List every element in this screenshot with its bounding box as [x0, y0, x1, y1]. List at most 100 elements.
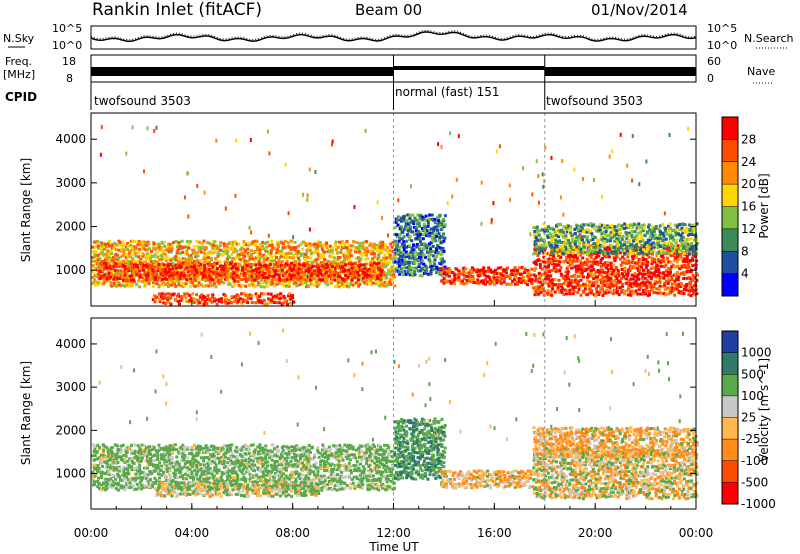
range-cell	[534, 274, 538, 278]
range-cell	[407, 222, 411, 226]
range-cell	[559, 195, 562, 200]
range-cell	[371, 250, 375, 254]
range-cell	[283, 273, 287, 277]
range-cell	[569, 231, 573, 235]
range-cell	[648, 293, 651, 296]
range-cell	[535, 232, 539, 236]
range-cell	[91, 256, 95, 259]
range-cell	[219, 248, 223, 252]
range-cell	[284, 162, 287, 167]
range-cell	[143, 285, 147, 289]
range-cell	[322, 266, 326, 270]
range-cell	[243, 277, 247, 281]
range-cell	[370, 267, 374, 271]
range-cell	[149, 274, 152, 278]
range-cell	[467, 275, 471, 279]
range-cell	[589, 229, 593, 233]
range-cell	[542, 238, 546, 242]
range-cell	[119, 444, 123, 448]
range-cell	[170, 250, 173, 254]
range-cell	[371, 281, 375, 285]
range-cell	[418, 244, 422, 248]
range-cell	[304, 269, 308, 273]
range-cell	[613, 239, 617, 243]
range-cell	[384, 284, 388, 288]
range-cell	[231, 259, 235, 263]
range-cell	[113, 443, 117, 447]
range-cell	[121, 443, 125, 447]
range-cell	[656, 264, 660, 268]
range-cell	[620, 282, 624, 286]
range-cell	[630, 246, 634, 250]
range-cell	[286, 255, 290, 259]
range-cell	[304, 281, 308, 284]
range-cell	[388, 249, 392, 253]
range-cell	[670, 278, 674, 281]
range-cell	[439, 262, 443, 266]
range-cell	[646, 241, 650, 245]
range-cell	[382, 262, 386, 266]
range-cell	[156, 278, 159, 282]
range-cell	[316, 242, 319, 246]
range-cell	[481, 281, 485, 285]
range-cell	[172, 292, 176, 296]
range-cell	[184, 282, 188, 285]
range-cell	[179, 261, 183, 265]
range-cell	[674, 246, 678, 250]
range-cell	[222, 267, 226, 271]
range-cell	[267, 233, 270, 238]
range-cell	[666, 282, 670, 285]
range-cell	[107, 448, 111, 452]
range-cell	[115, 284, 119, 288]
range-cell	[560, 284, 563, 288]
cpid-segment-label: normal (fast) 151	[395, 85, 499, 99]
range-cell	[257, 282, 261, 286]
range-cell	[579, 239, 583, 243]
range-cell	[141, 274, 145, 278]
range-cell	[518, 280, 521, 283]
range-cell	[161, 249, 165, 253]
range-cell	[340, 260, 343, 264]
range-cell	[185, 266, 189, 270]
range-cell	[608, 246, 612, 250]
range-cell	[310, 269, 314, 273]
range-cell	[559, 255, 563, 259]
range-cell	[633, 282, 636, 286]
range-cell	[450, 278, 454, 282]
range-cell	[420, 261, 424, 265]
range-cell	[325, 242, 329, 246]
range-cell	[126, 478, 130, 481]
range-cell	[338, 240, 341, 244]
range-cell	[142, 247, 146, 251]
range-cell	[400, 263, 404, 267]
range-cell	[318, 271, 322, 274]
range-cell	[645, 250, 649, 254]
range-cell	[290, 239, 293, 243]
range-cell	[623, 266, 627, 270]
range-cell	[643, 283, 647, 287]
range-cell	[283, 265, 287, 269]
range-cell	[569, 225, 573, 229]
range-cell	[223, 265, 227, 269]
range-cell	[306, 275, 310, 279]
range-cell	[123, 284, 127, 288]
range-cell	[120, 486, 124, 490]
range-cell	[96, 246, 100, 250]
range-cell	[109, 264, 113, 268]
range-cell	[342, 260, 346, 264]
range-cell	[410, 249, 414, 253]
range-cell	[645, 253, 649, 257]
range-cell	[284, 255, 288, 259]
range-cell	[561, 235, 565, 239]
range-cell	[695, 259, 699, 263]
range-cell	[609, 283, 613, 287]
range-cell	[123, 467, 127, 471]
range-cell	[613, 231, 617, 235]
range-cell	[260, 244, 264, 248]
range-cell	[100, 461, 104, 465]
range-cell	[257, 260, 261, 264]
range-cell	[615, 267, 619, 271]
range-cell	[547, 284, 551, 288]
range-cell	[566, 265, 570, 269]
range-cell	[597, 270, 600, 274]
